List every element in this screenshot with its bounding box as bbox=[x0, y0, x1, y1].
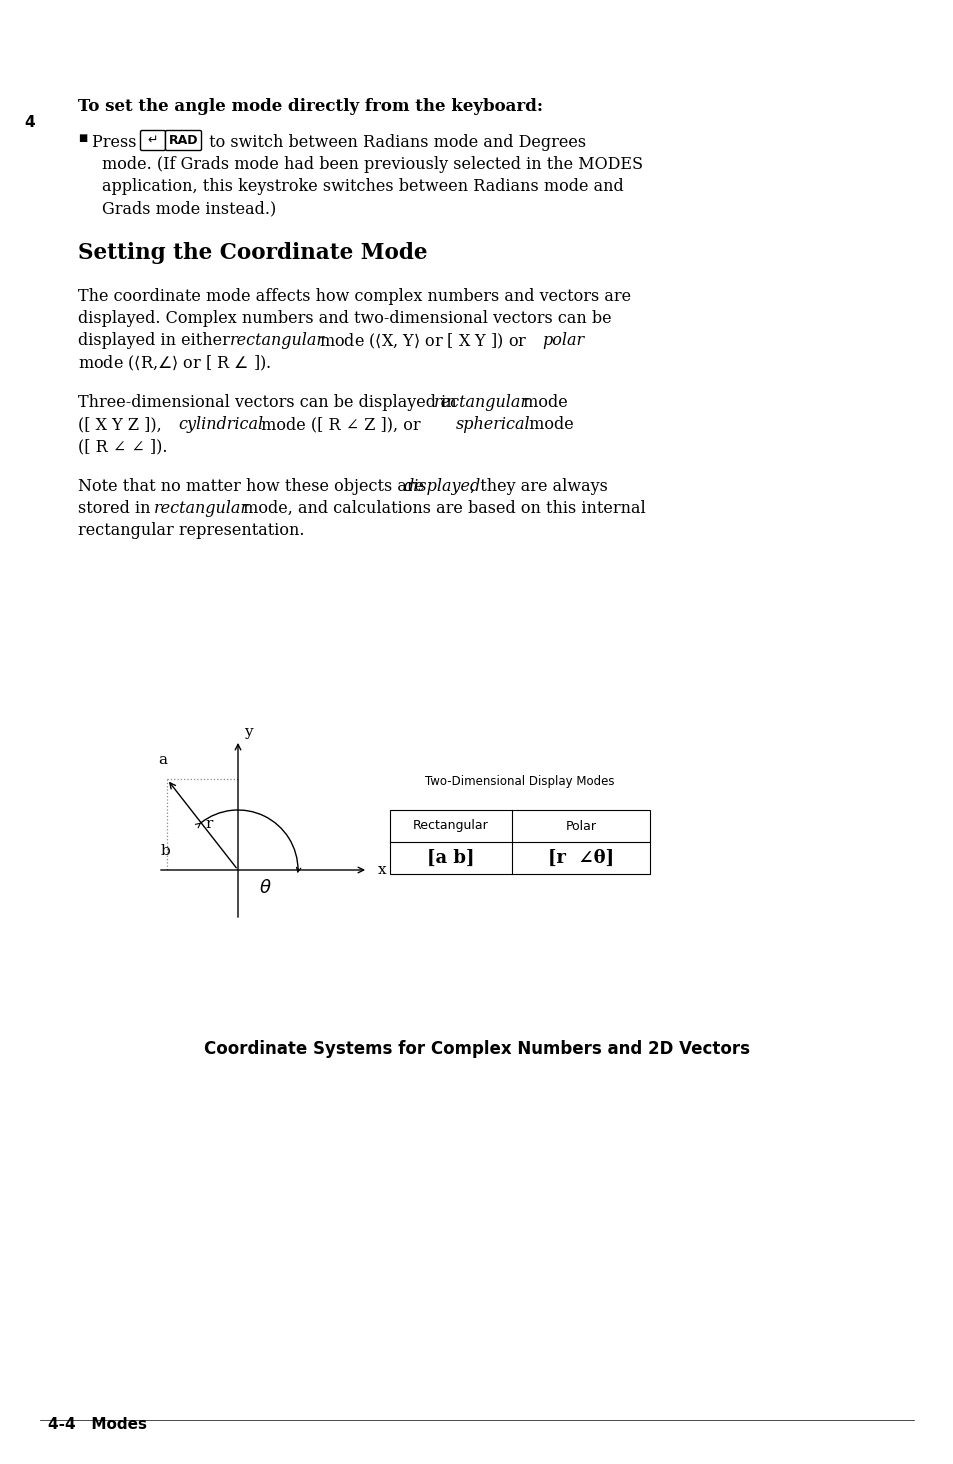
Text: stored in: stored in bbox=[78, 501, 155, 517]
Text: displayed. Complex numbers and two-dimensional vectors can be: displayed. Complex numbers and two-dimen… bbox=[78, 310, 611, 326]
Text: a: a bbox=[158, 754, 168, 767]
Text: Note that no matter how these objects are: Note that no matter how these objects ar… bbox=[78, 479, 429, 495]
Text: y: y bbox=[244, 725, 253, 739]
Text: Three-dimensional vectors can be displayed in: Three-dimensional vectors can be display… bbox=[78, 394, 461, 411]
Text: b: b bbox=[160, 845, 170, 858]
Text: Grads mode instead.): Grads mode instead.) bbox=[102, 201, 276, 217]
Text: rectangular: rectangular bbox=[153, 501, 249, 517]
Text: ■: ■ bbox=[78, 135, 87, 143]
Text: displayed: displayed bbox=[403, 479, 480, 495]
Text: 4-4   Modes: 4-4 Modes bbox=[48, 1417, 147, 1432]
Text: x: x bbox=[377, 862, 386, 877]
Text: $\theta$: $\theta$ bbox=[258, 878, 271, 897]
Text: , they are always: , they are always bbox=[470, 479, 607, 495]
Text: polar: polar bbox=[541, 332, 583, 348]
Text: To set the angle mode directly from the keyboard:: To set the angle mode directly from the … bbox=[78, 98, 542, 116]
Text: to switch between Radians mode and Degrees: to switch between Radians mode and Degre… bbox=[204, 135, 585, 151]
Text: cylindrical: cylindrical bbox=[178, 416, 263, 433]
Bar bbox=[390, 810, 649, 874]
Text: [r  ∠θ]: [r ∠θ] bbox=[547, 849, 614, 867]
Text: mode ($\langle$X, Y$\rangle$ or [ X Y ]) or: mode ($\langle$X, Y$\rangle$ or [ X Y ])… bbox=[314, 332, 527, 351]
FancyBboxPatch shape bbox=[165, 130, 201, 151]
Text: mode ($\langle$R,$\angle$$\rangle$ or [ R $\angle$ ]).: mode ($\langle$R,$\angle$$\rangle$ or [ … bbox=[78, 354, 271, 373]
Text: ([ R ∠ ∠ ]).: ([ R ∠ ∠ ]). bbox=[78, 438, 168, 455]
Text: 4: 4 bbox=[25, 116, 35, 130]
Text: ([ X Y Z ]),: ([ X Y Z ]), bbox=[78, 416, 167, 433]
Text: r: r bbox=[205, 817, 213, 832]
FancyBboxPatch shape bbox=[140, 130, 165, 151]
Text: rectangular: rectangular bbox=[230, 332, 325, 348]
Text: Press: Press bbox=[91, 135, 141, 151]
Text: ↵: ↵ bbox=[148, 135, 158, 146]
Text: mode: mode bbox=[517, 394, 567, 411]
Text: mode, and calculations are based on this internal: mode, and calculations are based on this… bbox=[237, 501, 645, 517]
Text: rectangular representation.: rectangular representation. bbox=[78, 523, 304, 539]
Text: mode ([ R ∠ Z ]), or: mode ([ R ∠ Z ]), or bbox=[255, 416, 425, 433]
Text: [a b]: [a b] bbox=[427, 849, 475, 867]
Text: Polar: Polar bbox=[565, 820, 596, 833]
Text: Two-Dimensional Display Modes: Two-Dimensional Display Modes bbox=[425, 774, 614, 788]
Text: application, this keystroke switches between Radians mode and: application, this keystroke switches bet… bbox=[102, 179, 623, 195]
Text: Rectangular: Rectangular bbox=[413, 820, 489, 833]
Text: mode. (If Grads mode had been previously selected in the MODES: mode. (If Grads mode had been previously… bbox=[102, 157, 642, 173]
Text: spherical: spherical bbox=[456, 416, 530, 433]
Text: RAD: RAD bbox=[169, 135, 198, 146]
Text: The coordinate mode affects how complex numbers and vectors are: The coordinate mode affects how complex … bbox=[78, 288, 631, 305]
Text: rectangular: rectangular bbox=[434, 394, 529, 411]
Text: Setting the Coordinate Mode: Setting the Coordinate Mode bbox=[78, 242, 427, 264]
Text: mode: mode bbox=[523, 416, 573, 433]
Text: displayed in either: displayed in either bbox=[78, 332, 234, 348]
Text: Coordinate Systems for Complex Numbers and 2D Vectors: Coordinate Systems for Complex Numbers a… bbox=[204, 1039, 749, 1058]
